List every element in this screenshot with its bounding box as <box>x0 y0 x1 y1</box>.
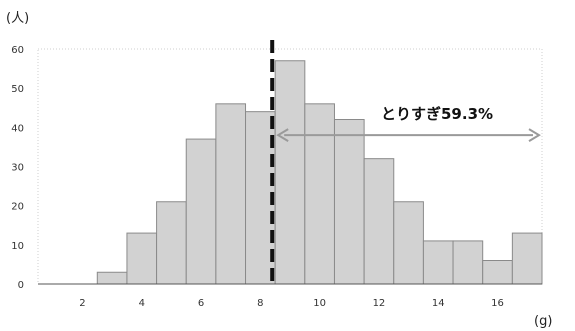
y-tick-label: 0 <box>18 280 24 291</box>
x-tick-label: 14 <box>432 298 445 309</box>
annotation-arrow-head-left <box>276 128 289 143</box>
histogram-bar <box>482 260 513 285</box>
annotation-label: とりすぎ59.3% <box>381 105 493 123</box>
plot-area: 0 10 20 30 40 50 60 2 4 6 8 10 12 14 16 <box>11 40 543 309</box>
histogram-bar <box>126 232 158 285</box>
annotation-arrow-head-right <box>528 128 541 143</box>
x-tick-label: 16 <box>491 298 504 309</box>
y-tick-label: 10 <box>11 241 24 252</box>
y-unit-label: (人) <box>6 11 29 26</box>
x-tick-label: 6 <box>198 298 204 309</box>
histogram-bar <box>96 271 128 285</box>
histogram-bar <box>363 158 395 285</box>
histogram-bar <box>422 240 454 285</box>
x-tick-label: 12 <box>373 298 386 309</box>
histogram-bar <box>393 201 424 285</box>
x-tick-label: 4 <box>139 298 145 309</box>
histogram-bar <box>333 119 365 285</box>
histogram-bar <box>185 138 217 285</box>
histogram-bar <box>452 240 484 285</box>
y-tick-label: 20 <box>11 202 24 213</box>
y-tick-label: 50 <box>11 84 24 95</box>
histogram-bar <box>511 232 543 285</box>
histogram-bar <box>304 103 335 285</box>
y-tick-label: 30 <box>11 163 24 174</box>
y-tick-label: 60 <box>11 45 24 56</box>
x-tick-label: 8 <box>257 298 263 309</box>
histogram-bar <box>156 201 187 285</box>
histogram-bar <box>274 60 306 285</box>
x-tick-label: 10 <box>313 298 326 309</box>
y-tick-label: 40 <box>11 123 24 134</box>
histogram-bar <box>215 103 247 285</box>
x-unit-label: (g) <box>534 314 552 329</box>
x-tick-label: 2 <box>79 298 85 309</box>
